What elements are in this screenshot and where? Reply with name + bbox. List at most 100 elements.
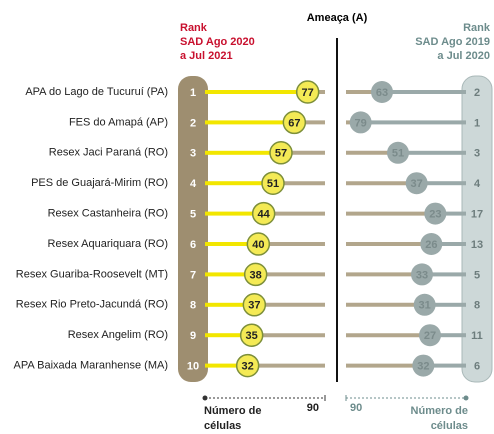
left-dot (269, 141, 293, 165)
category-label: Resex Rio Preto-Jacundá (RO) (16, 299, 168, 311)
right-header: Rank (463, 22, 491, 34)
left-dot (295, 80, 320, 104)
left-rank: 3 (190, 148, 196, 160)
right-dot (419, 324, 441, 347)
left-dot (246, 232, 271, 256)
left-bar (205, 90, 308, 94)
left-value: 51 (267, 178, 279, 190)
left-rank: 9 (190, 330, 196, 342)
left-axis-label: células (204, 420, 241, 432)
left-rank: 10 (187, 361, 199, 373)
category-label: FES do Amapá (AP) (69, 116, 168, 128)
left-rank: 8 (190, 300, 196, 312)
right-rank: 11 (471, 330, 483, 342)
left-dot (282, 110, 307, 135)
category-label: Resex Jaci Paraná (RO) (49, 147, 168, 159)
left-header: Rank (180, 22, 208, 34)
right-value: 63 (376, 87, 388, 99)
right-tick-label: 90 (350, 402, 362, 414)
left-bar (205, 211, 264, 216)
right-bar (382, 90, 466, 94)
category-label: PES de Guajará-Mirim (RO) (31, 177, 168, 189)
left-rank: 2 (190, 117, 196, 129)
right-dot (387, 141, 409, 164)
left-value: 44 (258, 209, 271, 221)
category-label: Resex Aquariquara (RO) (48, 238, 168, 250)
right-rank: 1 (474, 117, 480, 129)
left-rank: 4 (190, 178, 197, 190)
right-dot (413, 293, 436, 316)
right-value: 26 (425, 239, 437, 251)
right-bar (416, 181, 466, 186)
right-value: 37 (411, 178, 423, 190)
left-rank: 5 (190, 209, 196, 221)
left-rank: 7 (190, 269, 196, 281)
left-value: 38 (250, 269, 262, 281)
right-bar (430, 333, 466, 338)
left-rank: 6 (190, 239, 196, 251)
right-dot (424, 202, 447, 225)
right-value: 33 (416, 269, 428, 281)
right-rank: 13 (471, 239, 483, 251)
right-dot (371, 81, 393, 103)
left-rank-pill (178, 76, 208, 382)
right-rank: 2 (474, 87, 480, 99)
right-bar (422, 272, 466, 277)
right-rank: 3 (474, 148, 480, 160)
right-value: 31 (419, 300, 431, 312)
left-dot (243, 262, 268, 287)
right-rank: 4 (474, 178, 481, 190)
left-axis-dot (202, 395, 208, 401)
right-rank-pill (461, 75, 493, 383)
left-value: 32 (242, 361, 254, 373)
right-rank: 8 (474, 300, 480, 312)
left-bar (205, 150, 281, 155)
right-bar (431, 242, 466, 246)
right-bar (435, 211, 466, 216)
right-value: 23 (429, 209, 441, 221)
right-dot (412, 354, 435, 377)
right-axis-label: Número de (411, 405, 468, 417)
left-dot (242, 293, 267, 317)
left-dot (251, 201, 276, 226)
left-value: 57 (275, 148, 287, 160)
left-bar (205, 181, 273, 186)
left-header: a Jul 2021 (180, 50, 233, 62)
right-rank: 5 (474, 269, 480, 281)
left-axis-label: Número de (204, 405, 261, 417)
right-value: 79 (355, 117, 367, 129)
right-value: 51 (392, 148, 404, 160)
left-bar (205, 363, 248, 368)
left-bar (205, 242, 259, 246)
left-rank: 1 (190, 87, 196, 99)
right-dot (349, 111, 372, 134)
right-bar (424, 302, 466, 307)
left-bar (205, 272, 256, 277)
category-label: Resex Castanheira (RO) (48, 208, 168, 220)
left-dot (261, 171, 285, 195)
right-rank: 17 (471, 209, 483, 221)
right-dot (411, 263, 433, 286)
right-dot (420, 233, 443, 255)
right-axis-label: células (431, 420, 468, 432)
right-header: a Jul 2020 (437, 50, 490, 62)
left-value: 77 (302, 87, 314, 99)
left-value: 40 (252, 239, 264, 251)
right-dot (405, 172, 428, 195)
left-header: SAD Ago 2020 (180, 36, 255, 48)
right-rank: 6 (474, 361, 480, 373)
right-header: SAD Ago 2019 (415, 36, 490, 48)
left-value: 37 (248, 300, 260, 312)
chart-title: Ameaça (A) (307, 12, 368, 24)
category-label: Resex Angelim (RO) (68, 329, 168, 341)
left-value: 67 (288, 117, 300, 129)
left-dot (235, 353, 260, 378)
right-bar (360, 120, 466, 125)
right-value: 32 (417, 361, 429, 373)
left-tick-label: 90 (307, 402, 319, 414)
right-axis-dot (463, 395, 469, 401)
left-bar (205, 333, 252, 338)
left-bar (205, 302, 255, 307)
category-label: APA Baixada Maranhense (MA) (14, 360, 168, 372)
